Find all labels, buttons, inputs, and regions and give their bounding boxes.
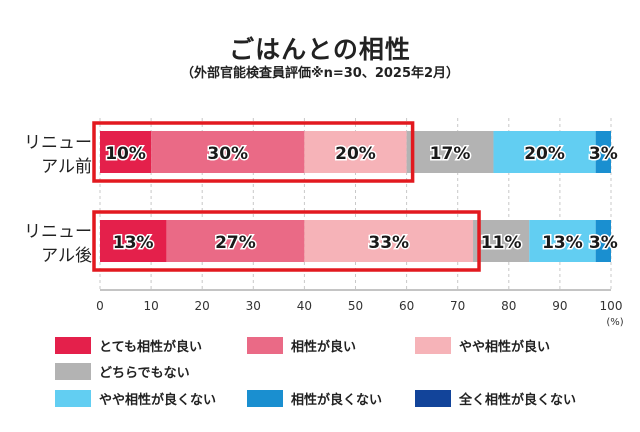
x-tick-label-7: 70 (450, 299, 465, 313)
legend-label: どちらでもない (99, 366, 190, 381)
legend-swatch (247, 337, 283, 354)
legend-label: 全く相性が良くない (459, 393, 577, 408)
x-tick-label-8: 80 (501, 299, 516, 313)
x-tick-label-9: 90 (552, 299, 567, 313)
legend-item: どちらでもない (55, 362, 190, 381)
legend-item: 全く相性が良くない (415, 389, 576, 408)
category-label-0-1: アル前 (41, 157, 92, 177)
data-label-1-2: 33% (368, 233, 409, 253)
bar-segment-0-5 (595, 131, 611, 173)
data-label-1-4: 13% (542, 233, 583, 253)
x-tick-label-4: 40 (297, 299, 312, 313)
bar-segment-0-4 (493, 131, 596, 173)
bar-segment-0-3 (406, 131, 494, 173)
data-label-0-1: 30% (207, 144, 248, 164)
category-label-0-0: リニュー (24, 133, 92, 153)
legend-item: やや相性が良い (415, 336, 550, 355)
bar-segment-1-0 (100, 220, 167, 262)
legend-swatch (55, 363, 91, 380)
legend-swatch (55, 390, 91, 407)
legend-swatch (247, 390, 283, 407)
data-label-0-0: 10% (105, 144, 146, 164)
data-label-1-1: 27% (215, 233, 256, 253)
highlight-frame-0 (92, 121, 415, 183)
x-unit-label: (%) (606, 317, 623, 328)
bar-segment-0-1 (151, 131, 305, 173)
bar-segment-0-0 (100, 131, 152, 173)
data-label-0-4: 20% (524, 144, 565, 164)
x-tick-label-3: 30 (246, 299, 261, 313)
data-label-0-2: 20% (335, 144, 376, 164)
data-label-1-3: 11% (481, 233, 522, 253)
data-label-1-0: 13% (113, 233, 154, 253)
data-label-0-5: 3% (589, 144, 618, 164)
x-tick-label-5: 50 (348, 299, 363, 313)
x-tick-label-2: 20 (195, 299, 210, 313)
x-tick-label-6: 60 (399, 299, 414, 313)
highlight-frame-1 (92, 210, 481, 272)
x-tick-label-0: 0 (96, 299, 104, 313)
legend-item: 相性が良い (247, 336, 356, 355)
bar-segment-1-3 (473, 220, 530, 262)
x-tick-label-1: 10 (143, 299, 158, 313)
legend-label: やや相性が良くない (99, 393, 217, 408)
legend-item: やや相性が良くない (55, 389, 216, 408)
bar-segment-0-2 (304, 131, 407, 173)
legend-label: 相性が良くない (291, 393, 383, 408)
legend-label: 相性が良い (291, 340, 357, 355)
legend-label: やや相性が良い (459, 340, 551, 355)
bar-segment-1-2 (304, 220, 474, 262)
bar-segment-1-5 (595, 220, 611, 262)
bar-segment-1-1 (166, 220, 305, 262)
legend-item: とても相性が良い (55, 336, 202, 355)
data-label-0-3: 17% (430, 144, 471, 164)
category-label-1-1: アル後 (41, 246, 92, 266)
bar-segment-1-4 (529, 220, 596, 262)
legend-label: とても相性が良い (99, 340, 202, 355)
chart-title: ごはんとの相性 (229, 35, 411, 64)
legend-swatch (55, 337, 91, 354)
legend-swatch (415, 390, 451, 407)
legend-item: 相性が良くない (247, 389, 382, 408)
category-label-1-0: リニュー (24, 222, 92, 242)
x-tick-label-10: 100 (600, 299, 623, 313)
legend-swatch (415, 337, 451, 354)
data-label-1-5: 3% (589, 233, 618, 253)
chart-subtitle: （外部官能検査員評価※n=30、2025年2月） (180, 66, 460, 81)
